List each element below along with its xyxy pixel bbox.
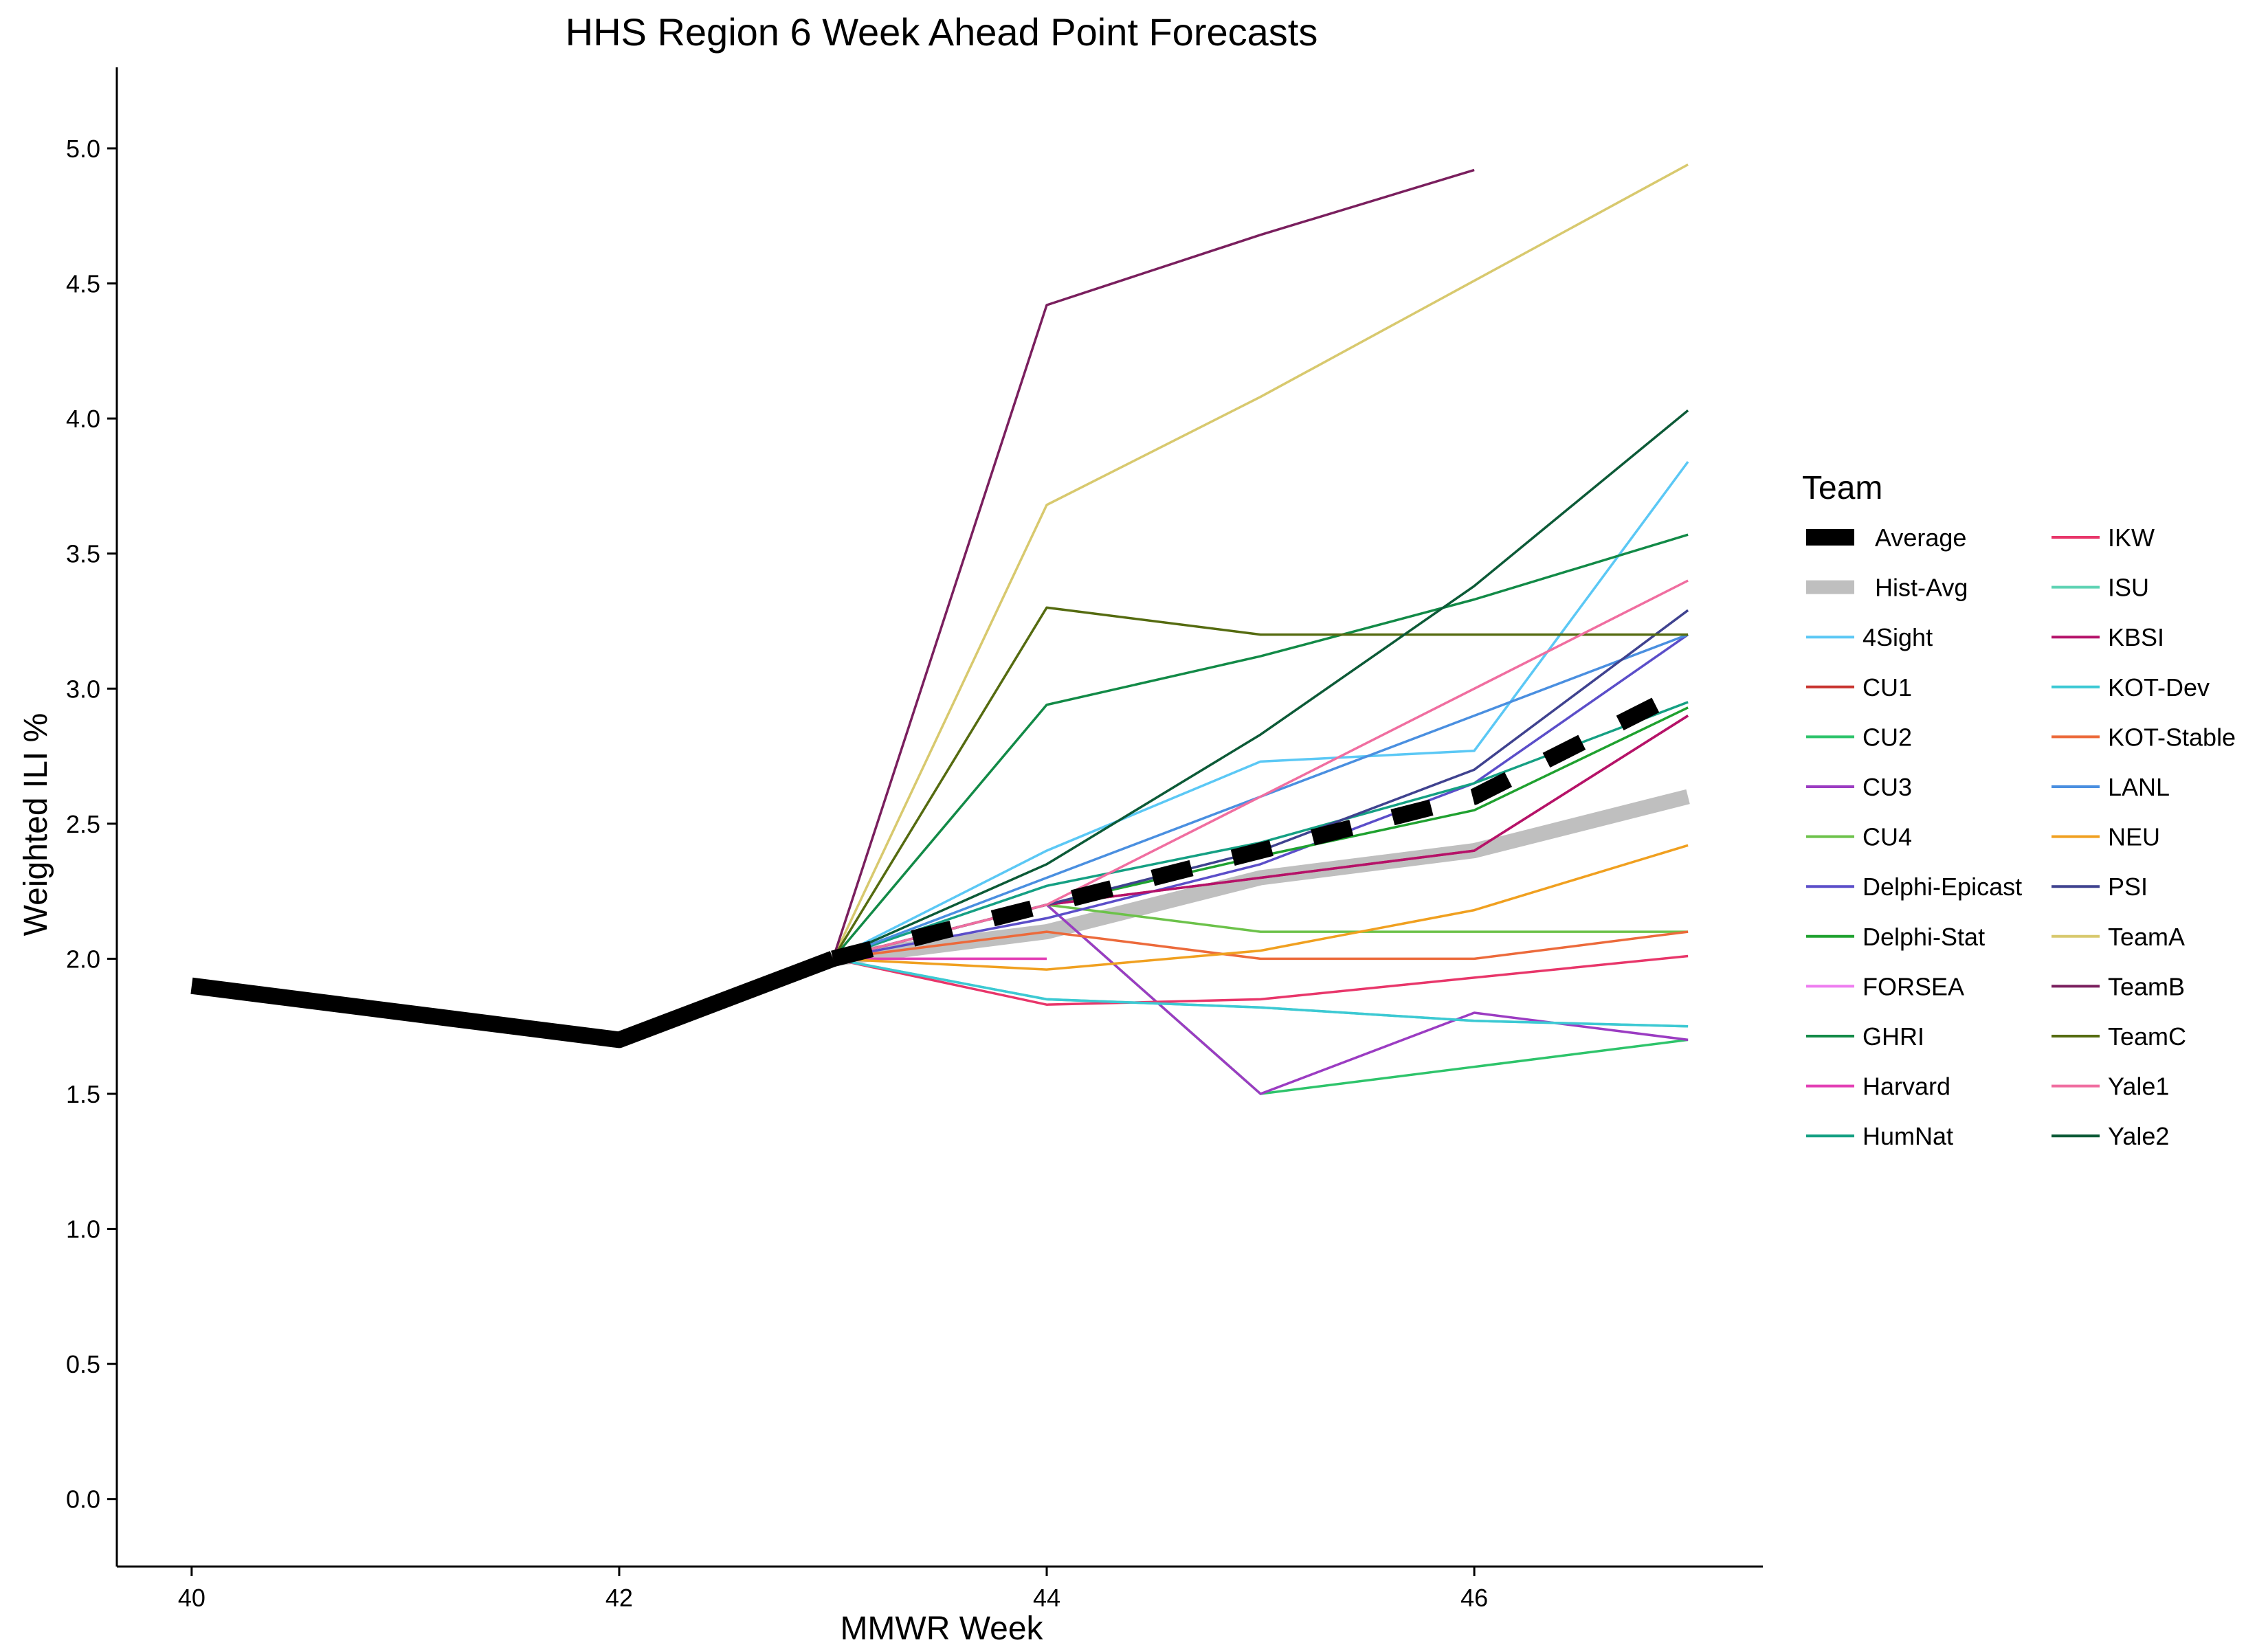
legend-label: KOT-Stable <box>2108 723 2236 751</box>
legend-label: KBSI <box>2108 623 2164 651</box>
legend-label: GHRI <box>1863 1022 1924 1051</box>
series-line-kot-stable <box>832 930 1689 961</box>
series-line-average <box>831 681 1692 967</box>
legend-label: IKW <box>2108 524 2155 552</box>
legend-label: PSI <box>2108 873 2148 901</box>
y-tick-label: 3.5 <box>66 540 100 568</box>
series-line-teamb <box>832 168 1475 959</box>
legend-label: NEU <box>2108 823 2160 851</box>
x-tick-label: 42 <box>605 1584 633 1612</box>
series-line-psi <box>832 609 1689 961</box>
legend-label: 4Sight <box>1863 623 1933 651</box>
legend-label: KOT-Dev <box>2108 673 2210 702</box>
legend: Team Average Hist-Avg 4Sight CU1 CU2 CU3 CU4 De… <box>1802 470 2236 1150</box>
chart-title: HHS Region 6 Week Ahead Point Forecasts <box>566 10 1318 54</box>
series-line-yale2 <box>832 409 1689 961</box>
legend-label: Delphi-Epicast <box>1863 873 2022 901</box>
legend-label: FORSEA <box>1863 972 1964 1000</box>
legend-label: Harvard <box>1863 1073 1950 1101</box>
y-tick-label: 0.0 <box>66 1485 100 1514</box>
y-tick-label: 4.5 <box>66 270 100 298</box>
series-line-yale1 <box>832 579 1689 961</box>
y-tick-label: 3.0 <box>66 675 100 703</box>
y-tick-label: 0.5 <box>66 1350 100 1378</box>
legend-label: Yale2 <box>2108 1122 2169 1150</box>
legend-label: ISU <box>2108 574 2149 602</box>
legend-label: CU3 <box>1863 773 1912 801</box>
x-axis-label: MMWR Week <box>840 1611 1043 1647</box>
legend-label: Average <box>1875 524 1966 552</box>
legend-label: CU2 <box>1863 723 1912 751</box>
axes: 0.0 0.5 1.0 1.5 2.0 2.5 3.0 3.5 4.0 4.5 5.0 40 42 44 4… <box>66 67 1763 1612</box>
series-line-delphi-epicast <box>832 633 1689 961</box>
legend-label: CU4 <box>1863 823 1912 851</box>
x-tick-label: 44 <box>1033 1584 1060 1612</box>
legend-label: Hist-Avg <box>1875 574 1968 602</box>
series-line-4sight <box>832 460 1689 960</box>
y-tick-label: 1.5 <box>66 1080 100 1108</box>
series-lines <box>190 163 1692 1095</box>
legend-label: Yale1 <box>2108 1073 2169 1101</box>
legend-label: TeamB <box>2108 972 2185 1000</box>
legend-title: Team <box>1802 470 1882 506</box>
series-line-teamc <box>832 606 1689 960</box>
y-tick-label: 2.0 <box>66 945 100 973</box>
y-axis-label: Weighted ILI % <box>18 713 54 936</box>
legend-label: CU1 <box>1863 673 1912 702</box>
y-tick-label: 5.0 <box>66 135 100 163</box>
y-tick-label: 1.0 <box>66 1215 100 1244</box>
series-line-neu <box>832 844 1689 971</box>
x-tick-label: 40 <box>178 1584 205 1612</box>
y-tick-label: 4.0 <box>66 405 100 433</box>
series-line-ikw <box>832 954 1689 1006</box>
x-tick-label: 46 <box>1460 1584 1488 1612</box>
observed-line <box>190 951 836 1048</box>
legend-label: TeamC <box>2108 1022 2186 1051</box>
legend-label: HumNat <box>1863 1122 1953 1150</box>
y-tick-label: 2.5 <box>66 810 100 838</box>
legend-label: LANL <box>2108 773 2170 801</box>
series-line-teama <box>832 163 1689 960</box>
series-line-ghri <box>832 533 1689 960</box>
legend-label: TeamA <box>2108 923 2185 951</box>
legend-label: Delphi-Stat <box>1863 923 1985 951</box>
series-line-kot-dev <box>832 957 1689 1028</box>
